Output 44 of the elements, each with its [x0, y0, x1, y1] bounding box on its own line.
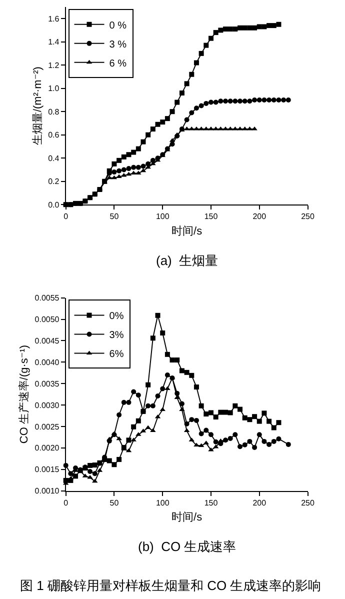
- y-tick-label: 0.0015: [34, 465, 60, 474]
- y-tick-label: 0.0050: [34, 315, 60, 324]
- legend-label: 6%: [109, 349, 124, 360]
- x-tick-label: 50: [110, 498, 120, 508]
- x-tick-label: 150: [204, 212, 218, 222]
- y-tick-label: 0.0025: [34, 422, 60, 432]
- y-tick-label: 0.0045: [34, 336, 60, 346]
- x-tick-label: 250: [301, 212, 315, 222]
- x-tick-label: 200: [252, 212, 267, 222]
- y-tick-label: 1.2: [48, 60, 60, 70]
- y-tick-label: 0.2: [48, 177, 60, 186]
- x-tick-label: 250: [301, 498, 315, 508]
- y-tick-label: 0.0010: [34, 486, 60, 496]
- y-tick-label: 1.6: [48, 14, 60, 24]
- y-axis-title: 生烟量/(m²·m⁻²): [30, 66, 44, 146]
- y-tick-label: 0.8: [48, 107, 60, 116]
- legend-label: 0 %: [109, 20, 127, 32]
- x-axis-title: 时间/s: [172, 224, 203, 238]
- y-axis-title: CO 生产速率/(g·s⁻¹): [17, 344, 30, 444]
- legend-label: 0%: [109, 311, 124, 322]
- legend-label: 3%: [109, 330, 124, 342]
- caption: 图 1 硼酸锌用量对样板生烟量和 CO 生成速率的影响: [20, 578, 322, 593]
- x-tick-label: 150: [204, 498, 218, 508]
- text: (a) 生烟量: [156, 253, 218, 268]
- y-tick-label: 1.0: [48, 84, 60, 94]
- text: (b) CO 生成速率: [138, 539, 236, 554]
- x-tick-label: 0: [64, 498, 69, 508]
- legend-label: 6 %: [109, 58, 127, 70]
- y-tick-label: 0.0030: [34, 400, 60, 410]
- y-tick-label: 0.4: [48, 154, 60, 163]
- x-tick-label: 200: [252, 498, 267, 508]
- legend-label: 3 %: [109, 39, 127, 50]
- x-tick-label: 100: [156, 212, 170, 222]
- y-tick-label: 0.0055: [34, 294, 60, 303]
- y-tick-label: 1.4: [48, 38, 60, 47]
- x-tick-label: 100: [156, 498, 170, 508]
- x-tick-label: 50: [110, 212, 120, 222]
- y-tick-label: 0.0: [48, 200, 60, 210]
- y-tick-label: 0.6: [48, 130, 60, 140]
- y-tick-label: 0.0020: [34, 444, 60, 453]
- y-tick-label: 0.0040: [34, 358, 60, 367]
- x-axis-title: 时间/s: [172, 510, 203, 524]
- x-tick-label: 0: [64, 212, 69, 222]
- y-tick-label: 0.0035: [34, 379, 60, 388]
